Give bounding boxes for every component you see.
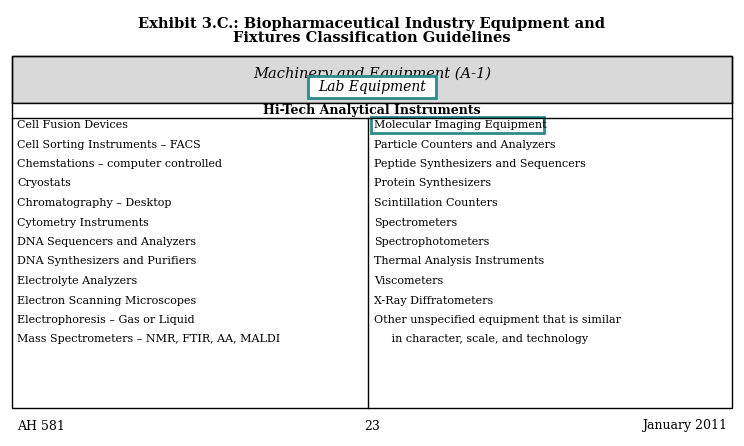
Bar [12,56,732,103]
Text: Electrophoresis – Gas or Liquid: Electrophoresis – Gas or Liquid [17,315,195,325]
Text: Hi-Tech Analytical Instruments: Hi-Tech Analytical Instruments [263,104,481,117]
Bar [308,76,436,98]
Bar [12,56,732,408]
Text: Electrolyte Analyzers: Electrolyte Analyzers [17,276,137,286]
Text: Protein Synthesizers: Protein Synthesizers [374,178,491,189]
Text: Lab Equipment: Lab Equipment [318,80,426,94]
Text: DNA Synthesizers and Purifiers: DNA Synthesizers and Purifiers [17,256,196,267]
Text: Scintillation Counters: Scintillation Counters [374,198,498,208]
Text: Machinery and Equipment (A-1): Machinery and Equipment (A-1) [253,66,491,81]
Text: Cytometry Instruments: Cytometry Instruments [17,218,149,227]
Text: Exhibit 3.C.: Biopharmaceutical Industry Equipment and: Exhibit 3.C.: Biopharmaceutical Industry… [138,17,606,31]
Text: Cryostats: Cryostats [17,178,71,189]
Text: Chromatography – Desktop: Chromatography – Desktop [17,198,172,208]
Text: Mass Spectrometers – NMR, FTIR, AA, MALDI: Mass Spectrometers – NMR, FTIR, AA, MALD… [17,334,280,344]
Text: Molecular Imaging Equipment: Molecular Imaging Equipment [374,120,547,130]
Text: Cell Fusion Devices: Cell Fusion Devices [17,120,128,130]
Text: Spectrometers: Spectrometers [374,218,458,227]
Text: AH 581: AH 581 [17,420,65,433]
Text: Electron Scanning Microscopes: Electron Scanning Microscopes [17,296,196,306]
Text: X-Ray Diffratometers: X-Ray Diffratometers [374,296,493,306]
Bar [12,103,732,118]
Text: DNA Sequencers and Analyzers: DNA Sequencers and Analyzers [17,237,196,247]
Text: Particle Counters and Analyzers: Particle Counters and Analyzers [374,140,556,149]
Text: Viscometers: Viscometers [374,276,443,286]
Text: Spectrophotometers: Spectrophotometers [374,237,490,247]
Text: Thermal Analysis Instruments: Thermal Analysis Instruments [374,256,545,267]
Text: Fixtures Classification Guidelines: Fixtures Classification Guidelines [233,31,511,45]
Text: Cell Sorting Instruments – FACS: Cell Sorting Instruments – FACS [17,140,201,149]
Text: Chemstations – computer controlled: Chemstations – computer controlled [17,159,222,169]
Text: 23: 23 [364,420,380,433]
Text: January 2011: January 2011 [642,420,727,433]
Text: in character, scale, and technology: in character, scale, and technology [374,334,588,344]
Text: Peptide Synthesizers and Sequencers: Peptide Synthesizers and Sequencers [374,159,586,169]
Bar [371,117,544,133]
Text: Other unspecified equipment that is similar: Other unspecified equipment that is simi… [374,315,621,325]
